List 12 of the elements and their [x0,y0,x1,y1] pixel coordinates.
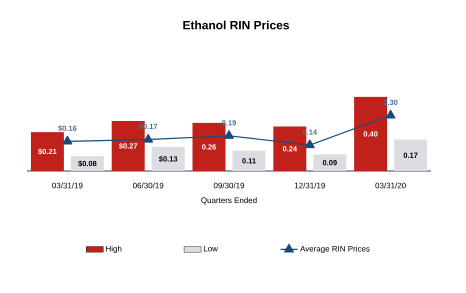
bar [313,154,346,171]
point [224,130,234,139]
bar [232,150,266,171]
bar [30,132,64,171]
point [386,110,396,119]
bar [152,146,185,171]
point [143,134,154,143]
bar [394,140,428,171]
bar [70,156,104,171]
point [304,139,315,148]
chart-title: Ethanol RIN Prices [183,20,289,30]
point [62,136,72,144]
